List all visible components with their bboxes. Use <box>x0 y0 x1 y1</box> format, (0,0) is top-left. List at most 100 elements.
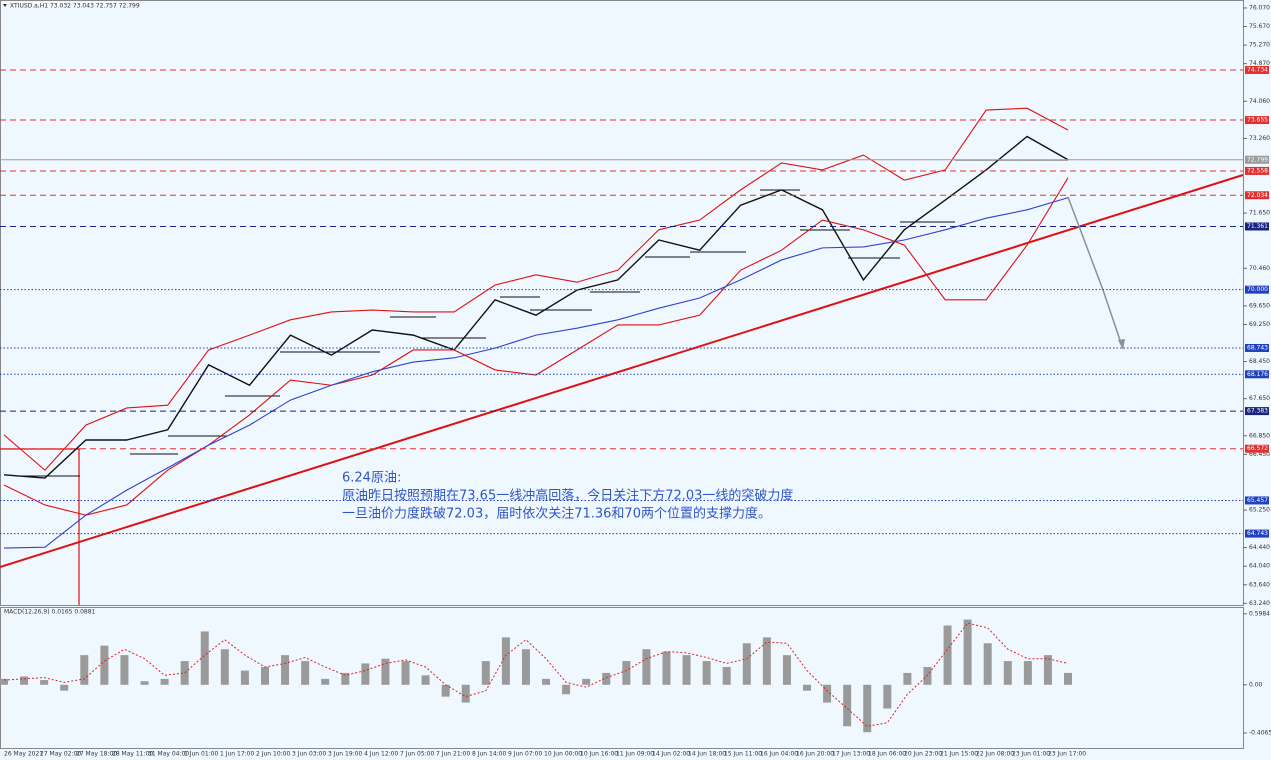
macd-bar <box>682 655 691 685</box>
arrow-head <box>1118 339 1125 350</box>
x-tick-label: 11 Jun 09:00 <box>616 751 654 758</box>
macd-bar <box>803 684 812 691</box>
level-box <box>1245 166 1269 175</box>
x-tick-label: 1 Jun 01:00 <box>184 751 218 758</box>
level-label: 65.457 <box>1247 497 1268 504</box>
macd-bar <box>40 680 49 685</box>
y-tick-label: 69.650 <box>1249 302 1270 309</box>
level-box <box>1245 343 1269 352</box>
macd-bar <box>521 649 530 685</box>
macd-bar <box>0 678 8 685</box>
level-box <box>1245 370 1269 379</box>
x-tick-label: 15 Jun 11:00 <box>724 751 762 758</box>
macd-bar <box>1023 661 1032 685</box>
level-label: 67.383 <box>1247 408 1268 415</box>
macd-bar <box>542 678 551 685</box>
annotation: 原油昨日按照预期在73.65一线冲高回落，今日关注下方72.03一线的突破力度 <box>342 488 793 504</box>
x-tick-label: 10 Jun 16:00 <box>580 751 618 758</box>
y-tick-label: 67.650 <box>1249 395 1270 402</box>
y-tick-label: 65.250 <box>1249 507 1270 514</box>
x-tick-label: 21 Jun 15:00 <box>940 751 978 758</box>
macd-bar <box>120 655 129 685</box>
drawings <box>0 159 1244 605</box>
macd-bar <box>742 643 751 685</box>
level-label: 68.743 <box>1247 344 1268 351</box>
y-tick-label: 63.640 <box>1249 581 1270 588</box>
macd-panel <box>0 607 1244 749</box>
x-tick-label: 22 Jun 08:00 <box>976 751 1014 758</box>
annotation: 6.24原油: <box>342 471 401 486</box>
macd-bar <box>461 684 470 703</box>
x-tick-label: 27 May 18:00 <box>76 751 117 758</box>
y-tick-label: 66.850 <box>1249 432 1270 439</box>
y-tick-label: 69.250 <box>1249 321 1270 328</box>
macd-bar <box>823 684 832 703</box>
macd-bar <box>441 684 450 697</box>
y-tick-label: 74.060 <box>1249 98 1270 105</box>
macd-bar <box>140 681 149 685</box>
macd-bar <box>301 661 310 685</box>
y-tick-label: 73.260 <box>1249 135 1270 142</box>
macd-bar <box>843 684 852 727</box>
y-tick-label: 75.670 <box>1249 23 1270 30</box>
macd-bar <box>622 661 631 685</box>
x-tick-label: 8 Jun 14:00 <box>472 751 506 758</box>
level-label: 68.176 <box>1247 371 1268 378</box>
price-line <box>3 135 1069 479</box>
x-tick-label: 1 Jun 17:00 <box>220 751 254 758</box>
level-label: 66.572 <box>1247 445 1268 452</box>
macd-bar <box>782 655 791 685</box>
x-tick-label: 3 Jun 03:00 <box>292 751 326 758</box>
macd-bar <box>381 658 390 685</box>
x-tick-label: 14 Jun 02:00 <box>652 751 690 758</box>
y-tick-label: 0.00 <box>1249 681 1263 688</box>
y-tick-label: 75.270 <box>1249 42 1270 49</box>
macd-bar <box>401 661 410 685</box>
y-tick-label: 70.460 <box>1249 265 1270 272</box>
y-tick-label: 76.070 <box>1249 4 1270 11</box>
annotation: 一旦油价力度跌破72.03，届时依次关注71.36和70两个位置的支撑力度。 <box>342 506 771 522</box>
x-tick-label: 9 Jun 07:00 <box>508 751 542 758</box>
price-line <box>3 107 1069 471</box>
macd-bar <box>1043 655 1052 685</box>
macd-bar <box>1064 672 1072 685</box>
x-tick-label: 7 Jun 21:00 <box>436 751 470 758</box>
macd-bar <box>662 651 671 685</box>
x-tick-label: 23 Jun 17:00 <box>1048 751 1086 758</box>
macd-bar <box>903 672 912 685</box>
level-label: 72.799 <box>1247 156 1268 163</box>
y-tick-label: 68.450 <box>1249 358 1270 365</box>
macd-bar <box>361 663 370 685</box>
x-tick-label: 20 Jun 23:00 <box>904 751 942 758</box>
trend-line <box>0 174 1244 568</box>
menu-arrow <box>3 4 7 7</box>
x-tick-label: 27 May 02:00 <box>40 751 81 758</box>
price-panel <box>0 0 1244 606</box>
level-label: 73.655 <box>1247 117 1268 124</box>
x-tick-label: 26 May 2021 <box>4 751 43 758</box>
level-box <box>1245 116 1269 125</box>
y-tick-label: 71.650 <box>1249 210 1270 217</box>
x-tick-label: 16 Jun 04:00 <box>760 751 798 758</box>
macd-bar <box>160 678 169 685</box>
macd-bar <box>722 667 731 685</box>
level-box <box>1245 155 1269 164</box>
macd-bar <box>642 649 651 685</box>
x-tick-label: 3 Jun 19:00 <box>328 751 362 758</box>
level-label: 64.743 <box>1247 530 1268 537</box>
macd-bar <box>421 675 430 685</box>
macd-bar <box>321 678 330 685</box>
level-label: 71.361 <box>1247 223 1268 230</box>
y-tick-label: -0.4065 <box>1249 729 1271 736</box>
signal-line <box>3 622 1069 727</box>
level-box <box>1245 444 1269 453</box>
macd-bar <box>1003 661 1012 685</box>
macd-bar <box>501 637 510 685</box>
macd-bar <box>481 661 490 685</box>
x-tick-label: 18 Jun 06:00 <box>868 751 906 758</box>
macd-bar <box>220 649 229 685</box>
price-line <box>3 197 1069 549</box>
level-label: 72.034 <box>1247 192 1268 199</box>
